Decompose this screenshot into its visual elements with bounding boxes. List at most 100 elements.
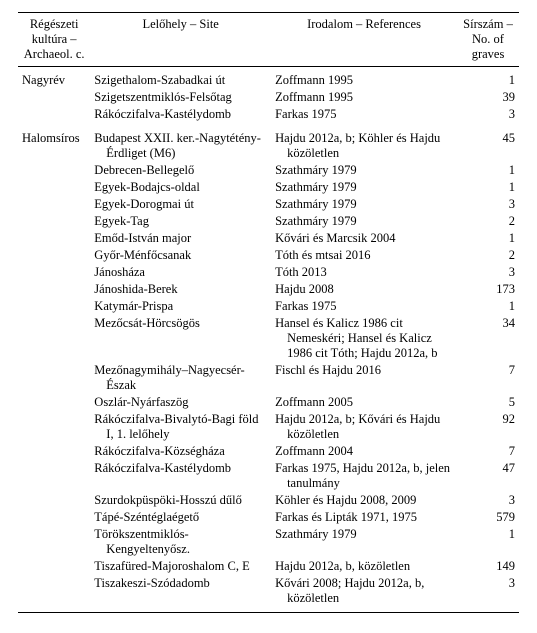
site-cell: Jánoshida-Berek [90,281,271,298]
ref-cell: Tóth 2013 [271,264,457,281]
count-cell: 3 [457,196,519,213]
ref-cell: Zoffmann 2004 [271,443,457,460]
ref-cell: Hajdu 2012a, b; Kővári és Hajdu közöletl… [271,411,457,443]
site-cell: Debrecen-Bellegelő [90,162,271,179]
culture-cell [18,575,90,613]
table-row: JánosházaTóth 20133 [18,264,519,281]
table-row: Győr-MénfőcsanakTóth és mtsai 20162 [18,247,519,264]
col-header-graves: Sírszám – No. of graves [457,13,519,67]
table-row: Katymár-PrispaFarkas 19751 [18,298,519,315]
culture-cell [18,196,90,213]
count-cell: 39 [457,89,519,106]
culture-cell [18,298,90,315]
site-cell: Jánosháza [90,264,271,281]
table-row: Egyek-TagSzathmáry 19792 [18,213,519,230]
culture-cell [18,230,90,247]
site-cell: Oszlár-Nyárfaszög [90,394,271,411]
site-cell: Mezőcsát-Hörcsögös [90,315,271,362]
site-cell: Budapest XXII. ker.-Nagytétény-Érdliget … [90,123,271,162]
table-row: Szigetszentmiklós-FelsőtagZoffmann 19953… [18,89,519,106]
culture-cell [18,362,90,394]
site-cell: Tiszafüred-Majoroshalom C, E [90,558,271,575]
ref-cell: Szathmáry 1979 [271,196,457,213]
site-cell: Tápé-Széntéglaégető [90,509,271,526]
ref-cell: Hajdu 2012a, b, közöletlen [271,558,457,575]
count-cell: 579 [457,509,519,526]
count-cell: 45 [457,123,519,162]
col-header-culture: Régészeti kultúra – Archaeol. c. [18,13,90,67]
table-row: Egyek-Bodajcs-oldalSzathmáry 19791 [18,179,519,196]
ref-cell: Szathmáry 1979 [271,162,457,179]
table-row: Tiszakeszi-SzódadombKővári 2008; Hajdu 2… [18,575,519,613]
ref-cell: Hajdu 2012a, b; Köhler és Hajdu közöletl… [271,123,457,162]
site-cell: Szurdokpüspöki-Hosszú dűlő [90,492,271,509]
site-cell: Egyek-Dorogmai út [90,196,271,213]
culture-cell [18,179,90,196]
table-row: Egyek-Dorogmai útSzathmáry 19793 [18,196,519,213]
table-row: Rákóczifalva-KastélydombFarkas 1975, Haj… [18,460,519,492]
culture-cell [18,411,90,443]
col-header-ref: Irodalom – References [271,13,457,67]
count-cell: 3 [457,492,519,509]
site-cell: Tiszakeszi-Szódadomb [90,575,271,613]
culture-cell [18,89,90,106]
ref-cell: Hajdu 2008 [271,281,457,298]
culture-cell [18,558,90,575]
site-cell: Rákóczifalva-Kastélydomb [90,460,271,492]
table-row: Tiszafüred-Majoroshalom C, EHajdu 2012a,… [18,558,519,575]
culture-cell [18,509,90,526]
count-cell: 1 [457,67,519,90]
culture-cell [18,281,90,298]
count-cell: 1 [457,230,519,247]
culture-cell [18,394,90,411]
count-cell: 1 [457,298,519,315]
table-row: Emőd-István majorKővári és Marcsik 20041 [18,230,519,247]
data-table: Régészeti kultúra – Archaeol. c. Lelőhel… [18,12,519,613]
ref-cell: Zoffmann 2005 [271,394,457,411]
table-row: Tápé-SzéntéglaégetőFarkas és Lipták 1971… [18,509,519,526]
site-cell: Egyek-Tag [90,213,271,230]
culture-cell [18,492,90,509]
ref-cell: Kővári és Marcsik 2004 [271,230,457,247]
table-row: Törökszentmiklós-Kengyeltenyősz.Szathmár… [18,526,519,558]
ref-cell: Farkas 1975 [271,106,457,123]
count-cell: 7 [457,362,519,394]
ref-cell: Zoffmann 1995 [271,67,457,90]
culture-cell [18,526,90,558]
table-row: Oszlár-NyárfaszögZoffmann 20055 [18,394,519,411]
table-row: Mezőnagymihály–Nagyecsér-ÉszakFischl és … [18,362,519,394]
table-row: Jánoshida-BerekHajdu 2008173 [18,281,519,298]
site-cell: Rákóczifalva-Bivalytó-Bagi föld I, 1. le… [90,411,271,443]
ref-cell: Hansel és Kalicz 1986 cit Nemeskéri; Han… [271,315,457,362]
count-cell: 1 [457,526,519,558]
table-row: Rákóczifalva-KözségházaZoffmann 20047 [18,443,519,460]
count-cell: 3 [457,575,519,613]
count-cell: 3 [457,106,519,123]
count-cell: 7 [457,443,519,460]
table-row: Szurdokpüspöki-Hosszú dűlőKöhler és Hajd… [18,492,519,509]
ref-cell: Kővári 2008; Hajdu 2012a, b, közöletlen [271,575,457,613]
site-cell: Szigethalom-Szabadkai út [90,67,271,90]
culture-cell [18,213,90,230]
ref-cell: Farkas 1975, Hajdu 2012a, b, jelen tanul… [271,460,457,492]
count-cell: 2 [457,213,519,230]
culture-cell [18,443,90,460]
culture-cell [18,460,90,492]
culture-cell: Nagyrév [18,67,90,90]
count-cell: 1 [457,179,519,196]
ref-cell: Zoffmann 1995 [271,89,457,106]
table-row: NagyrévSzigethalom-Szabadkai útZoffmann … [18,67,519,90]
site-cell: Mezőnagymihály–Nagyecsér-Észak [90,362,271,394]
ref-cell: Köhler és Hajdu 2008, 2009 [271,492,457,509]
site-cell: Rákóczifalva-Kastélydomb [90,106,271,123]
site-cell: Rákóczifalva-Községháza [90,443,271,460]
count-cell: 5 [457,394,519,411]
ref-cell: Tóth és mtsai 2016 [271,247,457,264]
culture-cell [18,162,90,179]
count-cell: 1 [457,162,519,179]
site-cell: Törökszentmiklós-Kengyeltenyősz. [90,526,271,558]
table-row: Debrecen-BellegelőSzathmáry 19791 [18,162,519,179]
count-cell: 2 [457,247,519,264]
site-cell: Győr-Ménfőcsanak [90,247,271,264]
culture-cell [18,264,90,281]
